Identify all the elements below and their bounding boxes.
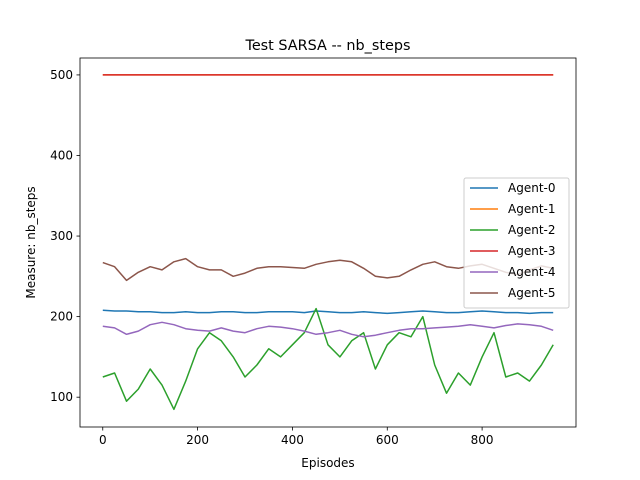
- x-tick-label: 400: [281, 433, 304, 447]
- legend-label: Agent-4: [508, 265, 555, 279]
- legend-label: Agent-2: [508, 223, 555, 237]
- x-tick-label: 800: [471, 433, 494, 447]
- legend-label: Agent-3: [508, 244, 555, 258]
- y-tick-label: 100: [50, 390, 73, 404]
- y-tick-label: 400: [50, 148, 73, 162]
- legend-label: Agent-5: [508, 286, 555, 300]
- y-axis: 100 200 300 400 500: [50, 68, 80, 404]
- y-tick-label: 200: [50, 310, 73, 324]
- x-tick-label: 0: [99, 433, 107, 447]
- legend-box: [463, 177, 570, 309]
- x-tick-label: 200: [186, 433, 209, 447]
- series-line-agent-0: [102, 309, 554, 315]
- series-layer: [102, 74, 554, 411]
- y-axis-label: Measure: nb_steps: [24, 186, 38, 298]
- legend-label: Agent-1: [508, 202, 555, 216]
- x-axis-label: Episodes: [301, 456, 354, 470]
- chart-title: Test SARSA -- nb_steps: [244, 38, 410, 54]
- y-tick-label: 500: [50, 68, 73, 82]
- series-line-agent-4: [102, 321, 554, 338]
- x-tick-label: 600: [376, 433, 399, 447]
- legend-label: Agent-0: [508, 181, 555, 195]
- plot-area: [79, 57, 577, 428]
- y-tick-label: 300: [50, 229, 73, 243]
- series-line-agent-2: [102, 307, 554, 411]
- legend: Agent-0 Agent-1 Agent-2 Agent-3 Agent-4 Agent…: [463, 177, 570, 309]
- x-axis: 0 200 400 600 800: [99, 427, 494, 447]
